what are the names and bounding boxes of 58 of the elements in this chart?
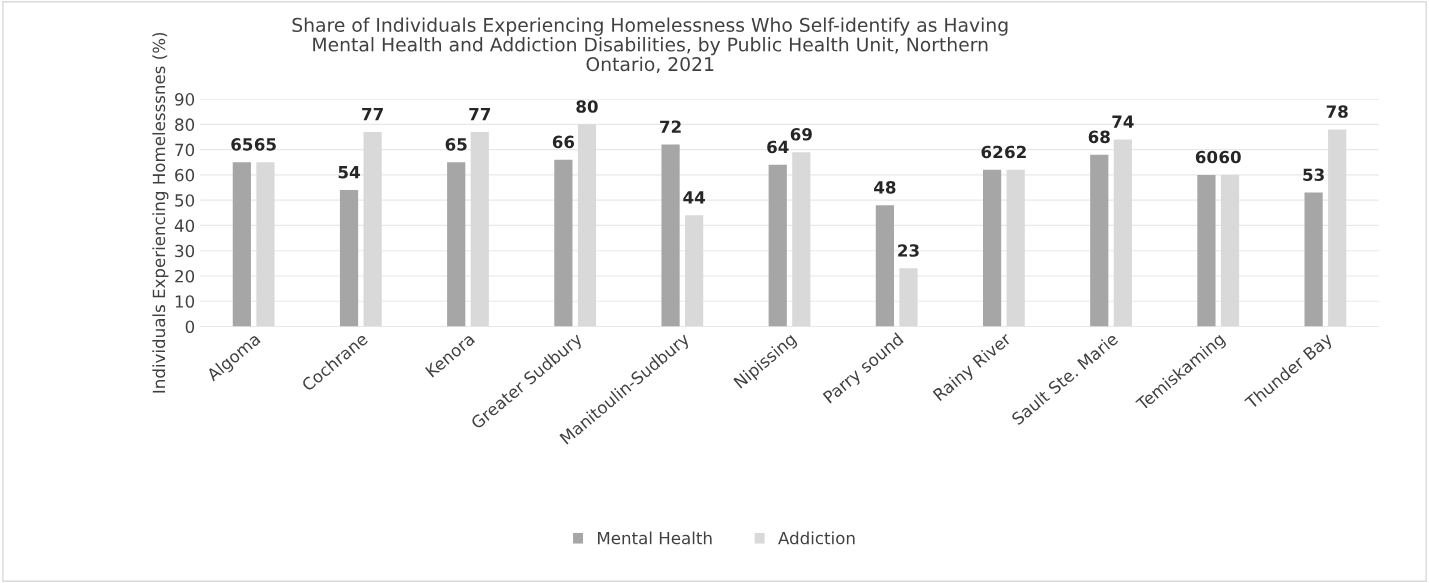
bar [339,190,359,327]
data-label: 68 [1088,130,1110,144]
data-label: 64 [767,140,789,154]
data-label: 62 [981,145,1003,159]
y-tick-label: 40 [174,219,195,232]
y-tick-label: 10 [175,295,195,308]
legend-label: Addiction [778,531,855,545]
bar [1006,169,1025,327]
bar [232,162,251,327]
y-tick-label: 0 [185,320,195,334]
data-label: 74 [1112,115,1134,128]
data-label: 54 [338,166,360,179]
bar [447,162,466,327]
data-label: 60 [1195,150,1218,164]
data-label: 66 [552,135,575,149]
y-tick-label: 50 [175,194,195,207]
bar [1220,174,1240,327]
bar [899,268,918,327]
bar [1197,174,1216,327]
bar [554,159,573,327]
bar [768,164,787,327]
y-tick-label: 90 [175,93,195,106]
data-label: 78 [1326,105,1348,118]
bar [685,215,704,327]
bar [982,169,1002,327]
y-tick-label: 60 [175,168,195,182]
data-label: 77 [362,108,383,121]
data-label: 72 [660,120,681,133]
bar [470,131,489,327]
bar [792,152,811,327]
bar [875,205,895,327]
legend-label: Mental Health [598,531,712,545]
data-label: 80 [576,100,598,113]
y-tick-label: 30 [175,244,195,258]
data-label: 60 [1219,150,1241,164]
data-label: 53 [1303,168,1324,182]
data-label: 62 [1005,145,1026,159]
data-label: 65 [254,138,276,151]
data-label: 77 [469,108,491,121]
data-label: 65 [445,138,467,151]
y-tick-label: 20 [175,269,195,283]
y-tick-label: 80 [175,118,195,131]
bar [1090,154,1109,327]
y-tick-label: 70 [175,143,195,157]
data-label: 23 [898,244,919,257]
bar [363,131,382,327]
data-label: 69 [790,128,812,141]
bar [661,144,680,327]
bar [1113,139,1132,327]
bar [577,124,597,327]
data-label: 65 [231,138,253,151]
bar [1304,192,1323,327]
data-label: 48 [874,181,896,194]
y-axis-title: Individuals Experiencing Homelesssnes (%) [152,32,169,393]
bar [1328,129,1347,327]
bar [256,162,275,327]
chart-title: Share of Individuals Experiencing Homelessness Who Self-identify as Having Mental Health and Addiction Disabilities, by Public Health Unit, Northern Ontario, 2021 [292,17,1008,74]
data-label: 44 [683,191,705,204]
